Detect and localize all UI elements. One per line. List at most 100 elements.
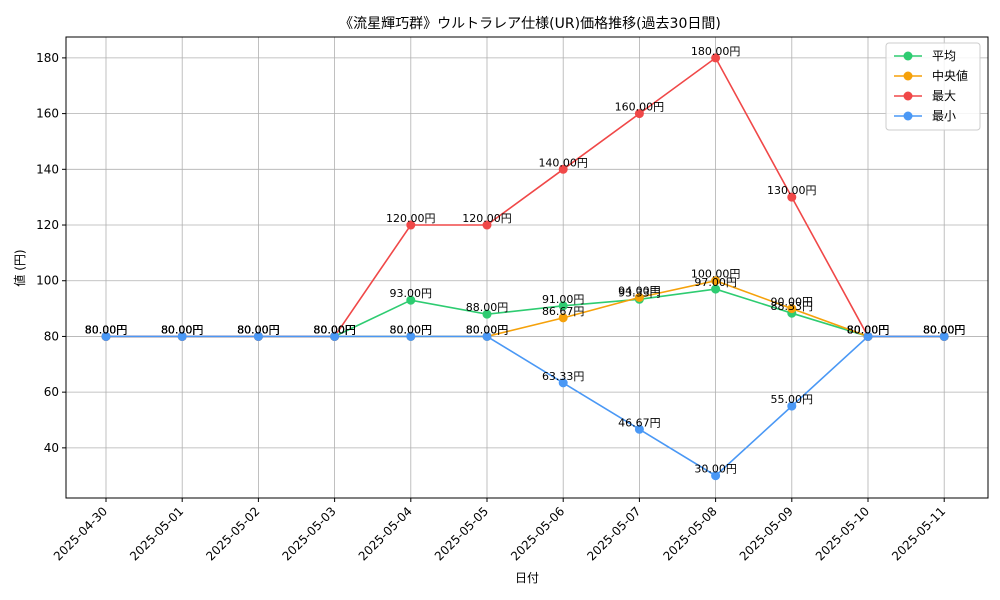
data-point (406, 220, 416, 230)
y-tick-label: 60 (44, 385, 59, 399)
data-point (330, 331, 340, 341)
data-point (406, 295, 416, 305)
data-point (482, 331, 492, 341)
y-tick-label: 40 (44, 441, 59, 455)
data-label: 80.00円 (847, 323, 890, 336)
data-point (711, 53, 721, 63)
legend-marker (903, 51, 913, 61)
data-point (253, 331, 263, 341)
y-axis-label: 値 (円) (12, 249, 27, 286)
data-label: 93.33円 (618, 286, 661, 299)
data-label: 80.00円 (466, 323, 509, 336)
data-point (558, 164, 568, 174)
data-point (406, 331, 416, 341)
x-axis-label: 日付 (515, 571, 539, 585)
data-point (482, 309, 492, 319)
y-tick-label: 160 (36, 107, 59, 121)
data-label: 80.00円 (161, 323, 204, 336)
data-point (939, 331, 949, 341)
data-label: 80.00円 (847, 323, 890, 336)
data-label: 160.00円 (615, 101, 665, 114)
data-point (634, 109, 644, 119)
data-label: 93.00円 (390, 287, 433, 300)
data-point (634, 292, 644, 302)
data-point (787, 401, 797, 411)
data-label: 80.00円 (237, 323, 280, 336)
legend-marker (903, 91, 913, 101)
data-label: 80.00円 (161, 323, 204, 336)
data-label: 91.00円 (542, 293, 585, 306)
y-tick-label: 180 (36, 51, 59, 65)
data-label: 46.67円 (618, 416, 661, 429)
data-label: 80.00円 (85, 323, 128, 336)
chart-title: 《流星輝巧群》ウルトラレア仕様(UR)価格推移(過去30日間) (339, 16, 721, 32)
data-point (711, 276, 721, 286)
data-label: 97.00円 (694, 276, 737, 289)
data-label: 80.00円 (161, 323, 204, 336)
data-labels: 80.00円 80.00円 80.00円 80.00円 93.00円 88.00円 91.0… (85, 45, 966, 476)
data-point (863, 331, 873, 341)
legend-label: 平均 (932, 49, 956, 63)
data-point (482, 220, 492, 230)
data-point (634, 424, 644, 434)
legend-marker (903, 71, 913, 81)
data-label: 86.67円 (542, 305, 585, 318)
data-label: 88.00円 (466, 301, 509, 314)
data-label: 120.00円 (462, 212, 512, 225)
data-label: 80.00円 (923, 323, 966, 336)
data-point (558, 313, 568, 323)
data-label: 80.00円 (390, 323, 433, 336)
data-point (711, 471, 721, 481)
data-label: 80.00円 (85, 323, 128, 336)
data-label: 94.00円 (618, 284, 661, 297)
legend-label: 最大 (932, 89, 956, 103)
data-label: 80.00円 (390, 323, 433, 336)
data-point (787, 304, 797, 314)
data-label: 88.33円 (771, 300, 814, 313)
data-point (558, 378, 568, 388)
y-tick-label: 140 (36, 162, 59, 176)
data-point (787, 192, 797, 202)
legend-label: 中央値 (932, 68, 968, 83)
data-point (177, 331, 187, 341)
data-label: 80.00円 (313, 323, 356, 336)
data-label: 180.00円 (691, 45, 741, 58)
data-point (711, 284, 721, 294)
data-label: 80.00円 (847, 323, 890, 336)
data-label: 90.00円 (771, 296, 814, 309)
data-label: 80.00円 (237, 323, 280, 336)
y-tick-label: 120 (36, 218, 59, 232)
data-label: 80.00円 (313, 323, 356, 336)
data-label: 80.00円 (923, 323, 966, 336)
data-label: 80.00円 (313, 323, 356, 336)
data-label: 80.00円 (85, 323, 128, 336)
y-tick-label: 80 (44, 329, 59, 343)
data-label: 80.00円 (85, 323, 128, 336)
data-label: 100.00円 (691, 268, 741, 281)
data-label: 80.00円 (923, 323, 966, 336)
data-label: 80.00円 (313, 323, 356, 336)
series-layer (101, 53, 949, 481)
data-point (101, 331, 111, 341)
data-label: 55.00円 (771, 393, 814, 406)
data-label: 120.00円 (386, 212, 436, 225)
legend-label: 最小 (932, 109, 956, 123)
legend-box (885, 42, 981, 131)
data-label: 80.00円 (237, 323, 280, 336)
data-label: 80.00円 (847, 323, 890, 336)
legend-marker (903, 111, 913, 121)
data-label: 80.00円 (466, 323, 509, 336)
data-label: 140.00円 (538, 156, 588, 169)
data-label: 30.00円 (694, 463, 737, 476)
data-label: 80.00円 (923, 323, 966, 336)
data-label: 130.00円 (767, 184, 817, 197)
plot-frame (65, 36, 989, 499)
data-point (558, 301, 568, 311)
y-tick-label: 100 (36, 274, 59, 288)
series-line (106, 335, 945, 477)
data-label: 80.00円 (237, 323, 280, 336)
data-label: 63.33円 (542, 370, 585, 383)
